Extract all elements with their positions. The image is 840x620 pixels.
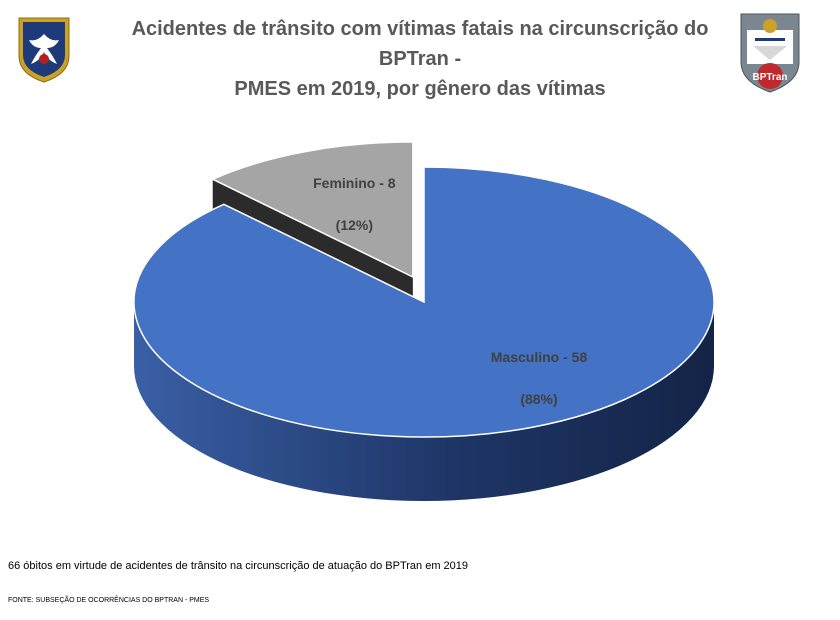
slice-label-masculino: Masculino - 58 — [491, 349, 588, 365]
chart-note: 66 óbitos em virtude de acidentes de trâ… — [8, 560, 469, 572]
pie-slice-rim-masculino-0 — [134, 302, 714, 501]
slice-percent-feminino: (12%) — [336, 217, 373, 233]
slice-percent-masculino: (88%) — [520, 391, 557, 407]
chart-title-line2: PMES em 2019, por gênero das vítimas — [234, 78, 606, 100]
chart-title: Acidentes de trânsito com vítimas fatais… — [100, 14, 740, 104]
bptran-logo: BPTran — [740, 13, 800, 93]
pie-slice-top-feminino — [210, 141, 414, 279]
bptran-logo-text: BPTran — [752, 72, 787, 83]
policia-militar-logo — [18, 17, 70, 83]
chart-source: FONTE: SUBSEÇÃO DE OCORRÊNCIAS DO BPTRAN… — [8, 597, 210, 604]
pie-slice-masculino — [133, 166, 715, 501]
pie-slice-top-masculino — [133, 166, 715, 438]
chart-title-line1: Acidentes de trânsito com vítimas fatais… — [131, 18, 709, 70]
slice-label-feminino: Feminino - 8 — [313, 175, 396, 191]
